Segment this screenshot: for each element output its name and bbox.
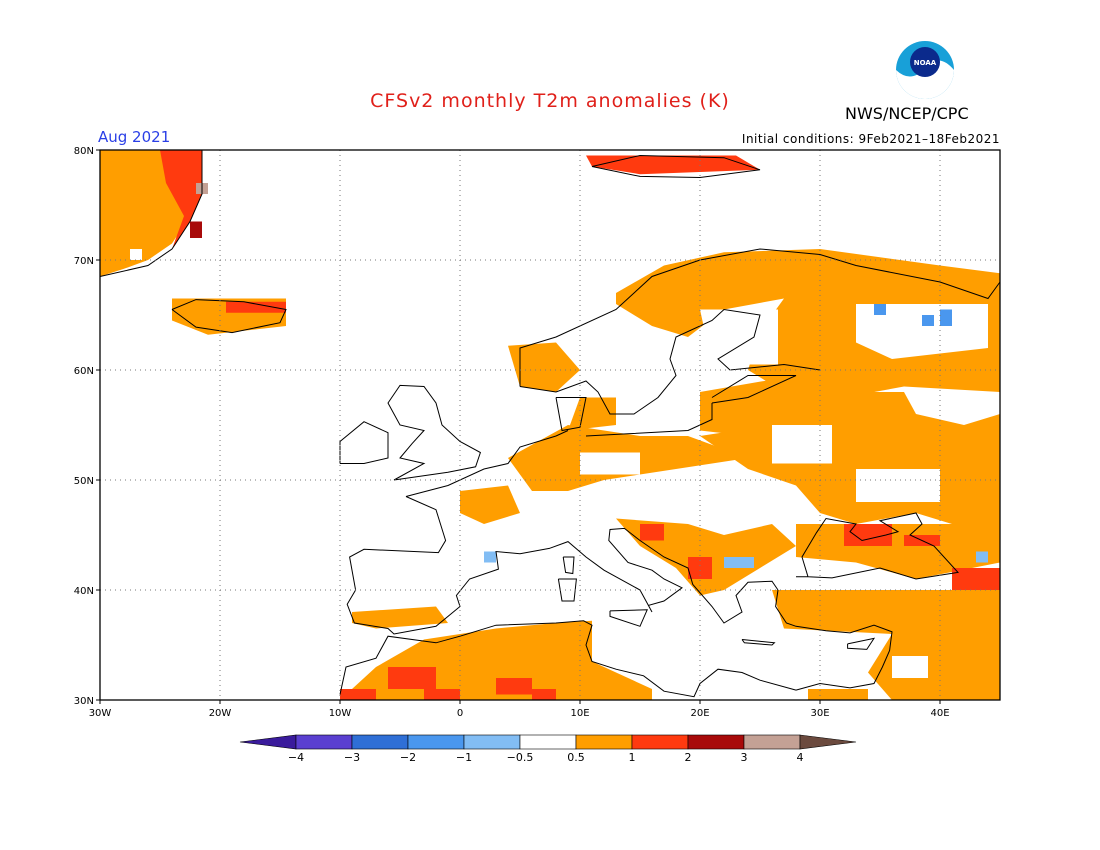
levant-anomaly [868,634,1000,700]
morocco-coast-warm-anomaly [340,689,376,700]
corsica-coastline [562,556,575,575]
iberia-south-anomaly [352,606,448,629]
ireland-coastline [339,421,389,464]
svalbard-anomaly [586,155,760,175]
moscow-neutral [904,392,1000,425]
turkey-levant-coastline [775,589,893,691]
belarus-neutral [772,425,832,464]
colorbar-label: −0.5 [507,751,534,764]
colorbar-label: −1 [456,751,472,764]
colorbar-swatch [687,734,745,750]
cyprus-coastline [847,637,876,650]
levant-neutral [892,656,928,678]
britain-coastline [387,384,482,481]
noaa-logo: NOAA [893,40,957,100]
colorbar-low-arrow [239,734,297,750]
armenia-warm-anomaly [952,568,1000,590]
colorbar-label: −4 [288,751,304,764]
colorbar-swatch [575,734,633,750]
colorbar-high-arrow [799,734,857,750]
svalbard-coastline [591,154,761,179]
colorbar-swatch [351,734,409,750]
sahara-warm-cell-2 [532,689,556,700]
egypt-anomaly [808,689,868,700]
y-tick-label: 80N [74,146,94,157]
fennoscandia-anomaly [616,249,1000,398]
italy-balkans-coastline [549,527,779,624]
south-baltic-coastline [585,403,713,437]
white-sea-neutral [856,304,988,359]
cold-cell-1 [874,304,886,315]
morocco-warm-anomaly [388,667,436,689]
bulgaria-cool-cell [724,557,754,568]
svg-text:NOAA: NOAA [914,59,937,67]
colorbar-swatch [631,734,689,750]
x-tick-label: 10E [570,708,589,719]
algeria-warm-anomaly [496,678,532,695]
denmark-anomaly [568,397,616,431]
colorbar-swatch [295,734,353,750]
y-tick-label: 30N [74,696,94,707]
greenland-hot-cell [190,221,202,238]
georgia-cool-cell [976,551,988,563]
croatia-warm-anomaly [640,524,664,541]
scandinavia-baltic-coastline [519,308,821,415]
crete-coastline [741,639,776,646]
colorbar-swatch [519,734,577,750]
colorbar-swatch [407,734,465,750]
x-tick-label: 40E [930,708,949,719]
cold-cell-3 [940,309,952,326]
y-tick-label: 70N [74,256,94,267]
colorbar-swatch [463,734,521,750]
y-tick-label: 40N [74,586,94,597]
greenland-gap [130,249,142,260]
iceland-warm-anomaly [226,301,286,313]
north-africa-coastline [339,620,797,698]
colorbar-label: 1 [629,751,636,764]
colorbar-label: 3 [741,751,748,764]
colorbar-label: 2 [685,751,692,764]
norway-russia-coastline [519,248,1001,387]
finland-neutral [700,309,778,365]
x-tick-label: 10W [329,708,352,719]
black-sea-coastline [796,512,959,580]
ukraine-neutral [856,469,940,502]
baltic-coastline [711,375,797,404]
colorbar-label: −3 [344,751,360,764]
x-tick-label: 20W [209,708,232,719]
norway-south-anomaly [508,342,580,392]
sahara-warm-cell [424,689,460,700]
agency-label: NWS/NCEP/CPC [845,104,969,123]
north-sea-coastline [405,430,569,497]
iberia-france-coastline [346,496,551,635]
y-tick-label: 60N [74,366,94,377]
initial-conditions: Initial conditions: 9Feb2021–18Feb2021 [741,132,1000,146]
crimea-warm-anomaly [844,524,892,546]
albania-warm-anomaly [688,557,712,579]
france-anomaly [460,485,520,524]
forecast-month: Aug 2021 [98,128,171,146]
colorbar-label: −2 [400,751,416,764]
denmark-coastline [555,397,587,432]
germany-neutral [580,452,640,475]
colorbar-label: 0.5 [567,751,585,764]
cold-cell-2 [922,315,934,326]
y-tick-label: 50N [74,476,94,487]
pyrenees-cool-cell [484,551,496,563]
turkey-anomaly [772,590,1000,634]
x-tick-label: 20E [690,708,709,719]
x-tick-label: 30W [89,708,112,719]
colorbar-label: 4 [797,751,804,764]
sardinia-coastline [557,578,577,602]
x-tick-label: 30E [810,708,829,719]
greenland-warm-anomaly [160,150,202,249]
colorbar-swatch [743,734,801,750]
map-title: CFSv2 monthly T2m anomalies (K) [370,90,730,112]
sicily-coastline [609,609,648,627]
x-tick-label: 0 [457,708,463,719]
baltic-anomaly [700,375,820,436]
greenland-coastline [99,150,203,277]
iceland-coastline [171,299,287,334]
